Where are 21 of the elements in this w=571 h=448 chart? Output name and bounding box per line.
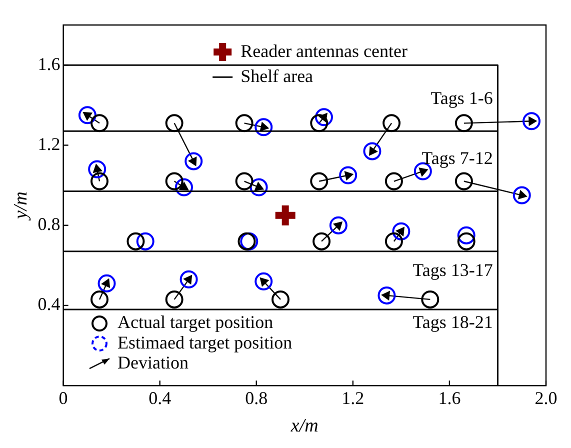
- x-tick-label: 0.4: [148, 388, 172, 408]
- annotation: Tags 18-21: [412, 312, 493, 332]
- legend-label: Reader antennas center: [240, 40, 408, 61]
- x-tick-label: 1.2: [342, 388, 364, 408]
- x-tick-label: 0.8: [245, 388, 268, 408]
- x-axis-title: x/m: [290, 416, 318, 437]
- x-tick-label: 0: [58, 388, 68, 408]
- y-tick-label: 1.2: [38, 134, 60, 154]
- annotation: Tags 13-17: [412, 260, 493, 280]
- x-tick-label: 1.6: [438, 388, 461, 408]
- y-tick-label: 0.4: [38, 294, 60, 314]
- y-axis-title: y/m: [10, 192, 32, 222]
- y-tick-label: 1.6: [38, 54, 60, 74]
- legend-label: Shelf area: [240, 66, 314, 86]
- legend-label: Actual target position: [118, 312, 274, 332]
- x-tick-label: 2.0: [534, 388, 558, 408]
- legend-label: Deviation: [118, 352, 188, 372]
- annotation: Tags 7-12: [422, 148, 493, 168]
- y-tick-label: 0.8: [38, 214, 60, 234]
- annotation: Tags 1-6: [430, 88, 493, 108]
- legend-label: Estimaed target position: [118, 332, 292, 352]
